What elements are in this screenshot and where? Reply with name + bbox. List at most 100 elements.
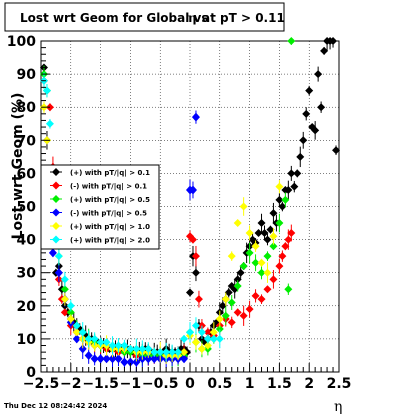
data-point bbox=[320, 46, 329, 55]
data-point bbox=[90, 334, 99, 343]
title-box bbox=[4, 2, 285, 32]
data-point bbox=[218, 301, 227, 310]
data-point bbox=[275, 195, 284, 204]
data-point bbox=[84, 350, 93, 360]
x-tick-label: 0 bbox=[185, 376, 195, 392]
data-point bbox=[278, 252, 287, 261]
data-point bbox=[54, 268, 63, 278]
data-point bbox=[120, 341, 129, 350]
data-point bbox=[114, 341, 123, 350]
data-point bbox=[197, 321, 206, 330]
data-point bbox=[78, 344, 87, 354]
data-point bbox=[90, 341, 99, 350]
data-point bbox=[305, 86, 314, 95]
data-point bbox=[209, 334, 218, 343]
y-tick-label: 0 bbox=[26, 365, 36, 381]
data-point bbox=[227, 318, 236, 327]
data-point bbox=[236, 268, 245, 277]
data-point bbox=[215, 324, 224, 333]
data-point bbox=[60, 308, 69, 317]
data-point bbox=[269, 232, 278, 241]
data-point bbox=[227, 252, 236, 261]
data-point bbox=[188, 235, 197, 244]
data-point bbox=[281, 195, 290, 204]
x-tick-label: −2.5 bbox=[23, 376, 60, 392]
data-point bbox=[233, 281, 242, 290]
data-point bbox=[317, 103, 326, 112]
data-point bbox=[60, 275, 69, 284]
data-point bbox=[197, 328, 206, 337]
chart-title-part-2: at pT > 0.11 bbox=[202, 11, 285, 25]
data-point bbox=[269, 275, 278, 284]
data-point bbox=[314, 70, 323, 79]
legend-marker bbox=[52, 181, 60, 190]
data-point bbox=[191, 268, 200, 277]
data-point bbox=[311, 126, 320, 135]
data-point bbox=[96, 354, 105, 364]
y-tick-label: 90 bbox=[17, 67, 37, 83]
data-point bbox=[186, 328, 194, 337]
y-tick-label: 20 bbox=[17, 299, 37, 315]
data-point bbox=[66, 308, 75, 317]
data-point bbox=[84, 334, 93, 343]
legend-marker bbox=[52, 208, 60, 217]
data-point bbox=[263, 268, 272, 277]
data-point bbox=[72, 334, 81, 344]
data-point bbox=[188, 185, 197, 195]
data-point bbox=[96, 338, 105, 347]
timestamp: Thu Dec 12 08:24:42 2024 bbox=[4, 402, 107, 410]
data-point bbox=[150, 354, 159, 364]
data-point bbox=[197, 344, 206, 353]
legend-marker bbox=[52, 195, 60, 203]
data-point bbox=[203, 334, 212, 343]
data-point bbox=[191, 252, 200, 261]
x-tick-label: −1.5 bbox=[82, 376, 119, 392]
x-tick-label: −1 bbox=[120, 376, 141, 392]
data-point bbox=[209, 328, 218, 337]
data-point bbox=[203, 328, 212, 337]
data-point bbox=[239, 202, 248, 211]
x-tick-label: −0.5 bbox=[142, 376, 179, 392]
x-tick-label: 0.5 bbox=[207, 376, 232, 392]
legend-label: (+) with pT/|q| > 1.0 bbox=[70, 223, 150, 232]
data-point bbox=[60, 285, 69, 294]
x-tick-label: 1 bbox=[245, 376, 255, 392]
y-tick-label: 80 bbox=[17, 100, 37, 116]
data-point bbox=[126, 344, 135, 353]
data-point bbox=[245, 248, 254, 257]
data-point bbox=[108, 341, 117, 350]
y-tick-label: 30 bbox=[17, 266, 37, 282]
legend-label: (+) with pT/|q| > 2.0 bbox=[70, 237, 150, 246]
data-point bbox=[284, 185, 293, 194]
data-point bbox=[126, 357, 135, 367]
data-point bbox=[251, 291, 260, 300]
data-point bbox=[275, 182, 284, 191]
data-point bbox=[144, 354, 153, 364]
x-tick-label: −2 bbox=[60, 376, 81, 392]
data-point bbox=[287, 37, 296, 45]
x-tick-label: 1.5 bbox=[267, 376, 292, 392]
data-point bbox=[239, 311, 248, 320]
data-point bbox=[203, 341, 212, 350]
data-point bbox=[245, 228, 254, 237]
data-point bbox=[66, 315, 75, 324]
data-point bbox=[191, 112, 200, 122]
data-point bbox=[191, 321, 200, 330]
legend-label: (+) with pT/|q| > 0.5 bbox=[70, 196, 150, 205]
data-point bbox=[269, 209, 278, 218]
data-point bbox=[90, 354, 99, 364]
data-point bbox=[329, 37, 338, 45]
data-point bbox=[221, 311, 230, 320]
data-point bbox=[233, 219, 242, 228]
data-point bbox=[180, 354, 189, 364]
y-tick-label: 100 bbox=[7, 34, 36, 50]
chart-title-part-1: Lost wrt Geom for Global vs bbox=[20, 11, 209, 25]
data-point bbox=[302, 109, 311, 118]
data-point bbox=[224, 288, 233, 297]
x-tick-label: 2 bbox=[304, 376, 314, 392]
data-point bbox=[227, 298, 236, 307]
data-point bbox=[194, 295, 203, 304]
data-point bbox=[257, 258, 266, 267]
legend-label: (+) with pT/|q| > 0.1 bbox=[70, 169, 150, 178]
data-point bbox=[162, 348, 171, 357]
